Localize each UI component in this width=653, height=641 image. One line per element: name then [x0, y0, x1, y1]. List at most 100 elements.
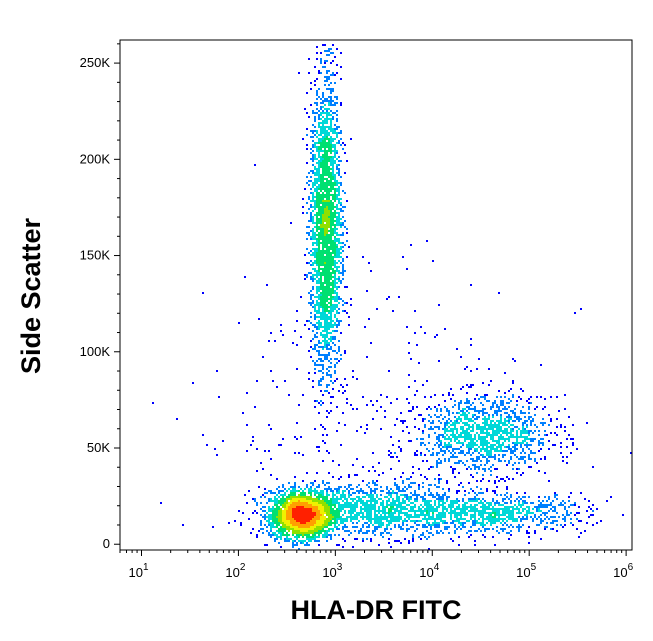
- event-dot: [328, 114, 330, 116]
- event-dot: [340, 280, 342, 282]
- event-dot: [342, 496, 344, 498]
- event-dot: [474, 468, 476, 470]
- event-dot: [432, 522, 434, 524]
- event-dot: [546, 526, 548, 528]
- event-dot: [556, 530, 558, 532]
- event-dot: [364, 496, 366, 498]
- event-dot: [430, 504, 432, 506]
- event-dot: [436, 492, 438, 494]
- event-dot: [310, 260, 312, 262]
- event-dot: [328, 142, 330, 144]
- event-dot: [390, 534, 392, 536]
- event-dot: [320, 188, 322, 190]
- event-dot: [338, 222, 340, 224]
- event-dot: [356, 512, 358, 514]
- event-dot: [320, 404, 322, 406]
- event-dot: [334, 510, 336, 512]
- event-dot: [304, 524, 306, 526]
- event-dot: [290, 500, 292, 502]
- event-dot: [342, 492, 344, 494]
- event-dot: [364, 516, 366, 518]
- event-dot: [298, 502, 300, 504]
- event-dot: [416, 450, 418, 452]
- event-dot: [436, 494, 438, 496]
- event-dot: [326, 250, 328, 252]
- event-dot: [502, 402, 504, 404]
- event-dot: [494, 430, 496, 432]
- event-dot: [312, 506, 314, 508]
- event-dot: [318, 264, 320, 266]
- event-dot: [366, 502, 368, 504]
- event-dot: [440, 444, 442, 446]
- event-dot: [546, 516, 548, 518]
- event-dot: [332, 288, 334, 290]
- event-dot: [470, 442, 472, 444]
- event-dot: [472, 508, 474, 510]
- event-dot: [316, 254, 318, 256]
- event-dot: [322, 334, 324, 336]
- event-dot: [394, 482, 396, 484]
- event-dot: [310, 520, 312, 522]
- event-dot: [444, 526, 446, 528]
- event-dot: [506, 502, 508, 504]
- event-dot: [312, 524, 314, 526]
- event-dot: [330, 244, 332, 246]
- event-dot: [378, 544, 380, 546]
- event-dot: [414, 530, 416, 532]
- event-dot: [478, 398, 480, 400]
- event-dot: [326, 216, 328, 218]
- event-dot: [374, 512, 376, 514]
- event-dot: [296, 500, 298, 502]
- event-dot: [502, 530, 504, 532]
- event-dot: [316, 524, 318, 526]
- event-dot: [394, 526, 396, 528]
- event-dot: [324, 242, 326, 244]
- event-dot: [326, 60, 328, 62]
- event-dot: [390, 468, 392, 470]
- event-dot: [468, 438, 470, 440]
- event-dot: [324, 156, 326, 158]
- event-dot: [322, 116, 324, 118]
- event-dot: [328, 338, 330, 340]
- event-dot: [464, 440, 466, 442]
- event-dot: [488, 502, 490, 504]
- event-dot: [480, 460, 482, 462]
- event-dot: [332, 498, 334, 500]
- event-dot: [318, 162, 320, 164]
- event-dot: [352, 526, 354, 528]
- event-dot: [456, 432, 458, 434]
- event-dot: [408, 410, 410, 412]
- event-dot: [320, 242, 322, 244]
- event-dot: [544, 472, 546, 474]
- event-dot: [502, 508, 504, 510]
- event-dot: [276, 522, 278, 524]
- event-dot: [252, 440, 254, 442]
- event-dot: [320, 274, 322, 276]
- event-dot: [442, 450, 444, 452]
- event-dot: [322, 236, 324, 238]
- event-dot: [330, 190, 332, 192]
- event-dot: [430, 524, 432, 526]
- event-dot: [318, 260, 320, 262]
- event-dot: [458, 452, 460, 454]
- event-dot: [322, 262, 324, 264]
- event-dot: [444, 444, 446, 446]
- event-dot: [324, 358, 326, 360]
- event-dot: [424, 492, 426, 494]
- event-dot: [348, 316, 350, 318]
- event-dot: [286, 536, 288, 538]
- event-dot: [500, 420, 502, 422]
- event-dot: [460, 418, 462, 420]
- event-dot: [328, 274, 330, 276]
- event-dot: [328, 182, 330, 184]
- event-dot: [322, 254, 324, 256]
- event-dot: [390, 452, 392, 454]
- event-dot: [486, 444, 488, 446]
- event-dot: [312, 302, 314, 304]
- event-dot: [348, 324, 350, 326]
- event-dot: [302, 536, 304, 538]
- event-dot: [368, 518, 370, 520]
- event-dot: [332, 194, 334, 196]
- event-dot: [516, 526, 518, 528]
- event-dot: [476, 448, 478, 450]
